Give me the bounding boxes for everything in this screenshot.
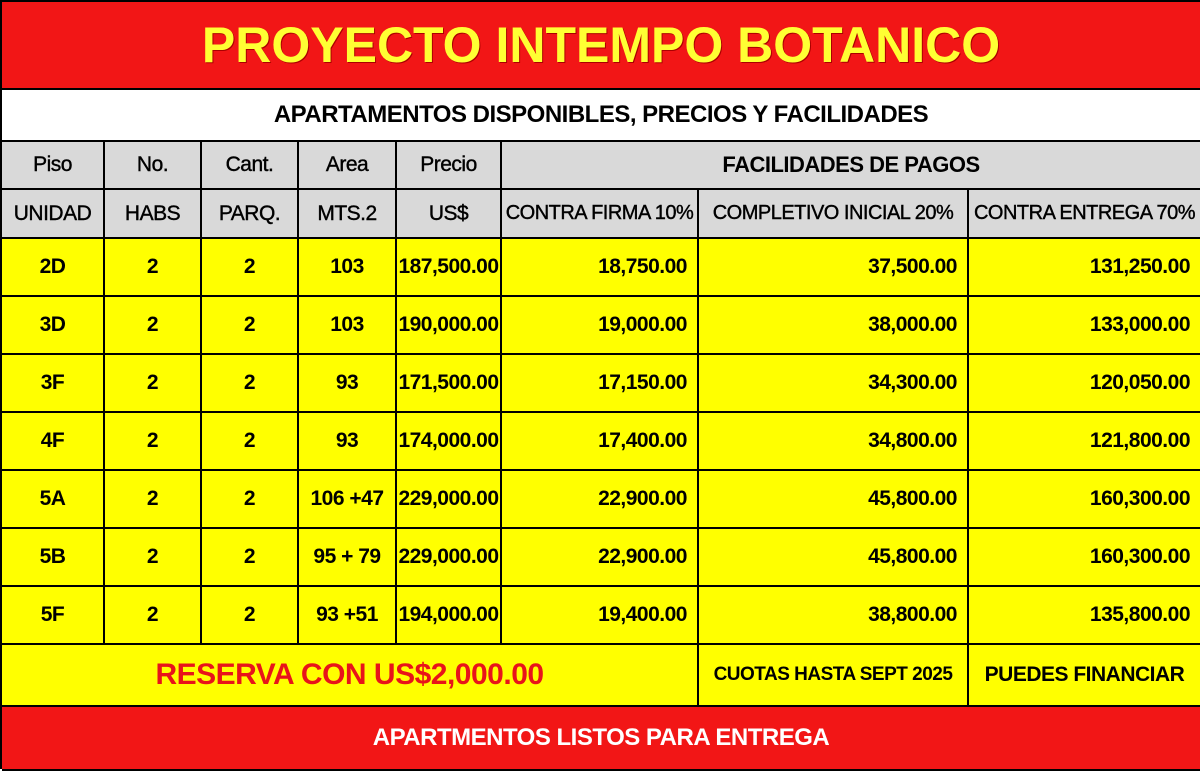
- table-cell: 174,000.00: [397, 413, 502, 471]
- table-cell: 133,000.00: [969, 297, 1200, 355]
- financing-note: PUEDES FINANCIAR: [969, 645, 1200, 707]
- table-cell: 194,000.00: [397, 587, 502, 645]
- table-cell: 160,300.00: [969, 529, 1200, 587]
- table-cell: 3F: [2, 355, 105, 413]
- table-cell: 5B: [2, 529, 105, 587]
- table-cell: 2: [202, 471, 299, 529]
- column-header: No.: [105, 142, 202, 190]
- table-cell: 93: [299, 355, 397, 413]
- subtitle: APARTAMENTOS DISPONIBLES, PRECIOS Y FACI…: [2, 90, 1200, 142]
- table-cell: 2: [105, 355, 202, 413]
- column-header: Area: [299, 142, 397, 190]
- table-cell: 103: [299, 297, 397, 355]
- table-cell: 2: [202, 587, 299, 645]
- column-header: Piso: [2, 142, 105, 190]
- table-cell: 2: [202, 297, 299, 355]
- table-cell: 34,800.00: [699, 413, 969, 471]
- table-cell: 5A: [2, 471, 105, 529]
- table-cell: 2: [202, 355, 299, 413]
- table-cell: 93 +51: [299, 587, 397, 645]
- table-cell: 95 + 79: [299, 529, 397, 587]
- quotas-note: CUOTAS HASTA SEPT 2025: [699, 645, 969, 707]
- table-cell: 2D: [2, 239, 105, 297]
- table-cell: 103: [299, 239, 397, 297]
- table-cell: 38,000.00: [699, 297, 969, 355]
- table-cell: 22,900.00: [502, 471, 699, 529]
- column-header: Cant.: [202, 142, 299, 190]
- payment-header: CONTRA ENTREGA 70%: [969, 190, 1200, 239]
- table-cell: 131,250.00: [969, 239, 1200, 297]
- table-cell: 135,800.00: [969, 587, 1200, 645]
- table-cell: 19,000.00: [502, 297, 699, 355]
- table-cell: 37,500.00: [699, 239, 969, 297]
- table-cell: 160,300.00: [969, 471, 1200, 529]
- table-cell: 171,500.00: [397, 355, 502, 413]
- table-cell: 3D: [2, 297, 105, 355]
- payment-header: CONTRA FIRMA 10%: [502, 190, 699, 239]
- column-header: MTS.2: [299, 190, 397, 239]
- table-cell: 2: [202, 529, 299, 587]
- table-cell: 2: [202, 239, 299, 297]
- table-cell: 2: [105, 297, 202, 355]
- table-cell: 38,800.00: [699, 587, 969, 645]
- table-cell: 229,000.00: [397, 529, 502, 587]
- table-cell: 5F: [2, 587, 105, 645]
- column-header: UNIDAD: [2, 190, 105, 239]
- table-cell: 34,300.00: [699, 355, 969, 413]
- table-cell: 17,150.00: [502, 355, 699, 413]
- table-cell: 229,000.00: [397, 471, 502, 529]
- table-cell: 19,400.00: [502, 587, 699, 645]
- table-cell: 2: [105, 587, 202, 645]
- banner: APARTMENTOS LISTOS PARA ENTREGA: [2, 707, 1200, 771]
- table-cell: 17,400.00: [502, 413, 699, 471]
- column-header: HABS: [105, 190, 202, 239]
- table-cell: 2: [105, 239, 202, 297]
- table-cell: 2: [105, 413, 202, 471]
- table-cell: 18,750.00: [502, 239, 699, 297]
- table-cell: 2: [202, 413, 299, 471]
- table-cell: 2: [105, 471, 202, 529]
- column-header: US$: [397, 190, 502, 239]
- payment-header: COMPLETIVO INICIAL 20%: [699, 190, 969, 239]
- column-header: PARQ.: [202, 190, 299, 239]
- table-cell: 187,500.00: [397, 239, 502, 297]
- title: PROYECTO INTEMPO BOTANICO: [2, 2, 1200, 90]
- table-cell: 45,800.00: [699, 471, 969, 529]
- table-cell: 190,000.00: [397, 297, 502, 355]
- table-cell: 106 +47: [299, 471, 397, 529]
- column-header: Precio: [397, 142, 502, 190]
- table-cell: 93: [299, 413, 397, 471]
- table-cell: 2: [105, 529, 202, 587]
- reserve-note: RESERVA CON US$2,000.00: [2, 645, 699, 707]
- table-cell: 22,900.00: [502, 529, 699, 587]
- table-cell: 45,800.00: [699, 529, 969, 587]
- group-header: FACILIDADES DE PAGOS: [502, 142, 1200, 190]
- table-cell: 120,050.00: [969, 355, 1200, 413]
- table-cell: 4F: [2, 413, 105, 471]
- table-cell: 121,800.00: [969, 413, 1200, 471]
